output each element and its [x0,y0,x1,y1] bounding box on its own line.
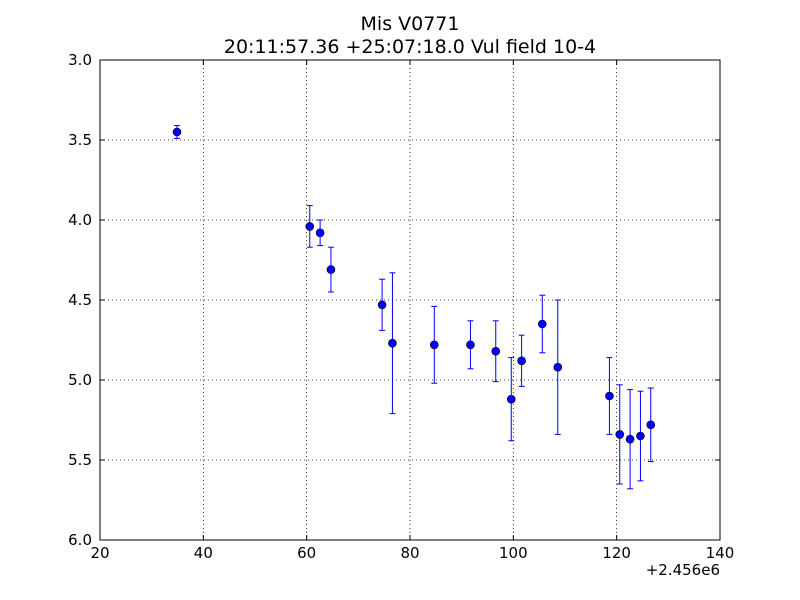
data-point [305,222,315,231]
x-tick-label: 140 [706,544,735,562]
y-tick-label: 3.0 [68,51,92,69]
data-point [377,300,387,310]
data-point [491,346,501,356]
data-point [605,391,614,401]
y-tick-label: 4.0 [68,211,92,229]
data-point [172,127,182,137]
data-point [429,340,439,350]
data-point [506,394,516,404]
x-tick-label: 100 [499,544,528,562]
x-offset-label: +2.456e6 [646,561,720,579]
y-tick-label: 4.5 [68,291,92,309]
data-point [636,431,645,441]
x-tick-label: 80 [400,544,419,562]
data-point [315,228,325,238]
x-tick-label: 40 [194,544,213,562]
y-tick-label: 3.5 [68,131,92,149]
data-point [466,340,475,350]
data-point [326,265,336,274]
y-tick-label: 5.5 [68,451,92,469]
x-tick-label: 120 [602,544,631,562]
data-point [388,338,397,348]
data-point [625,434,635,444]
x-tick-label: 60 [297,544,316,562]
chart-title: Mis V0771 [361,13,460,35]
chart-subtitle: 20:11:57.36 +25:07:18.0 Vul field 10-4 [224,36,596,58]
data-point [615,430,625,439]
y-tick-label: 5.0 [68,371,92,389]
data-series [172,125,656,490]
axis-ticks: 20 40 60 80 100 120 140 3.0 3.5 4.0 4.5 5.0 5.5 6.0 [68,51,734,562]
x-tick-label: 20 [90,544,109,562]
y-tick-label: 6.0 [68,531,92,549]
data-point [537,319,547,329]
data-point [646,420,656,430]
data-point [553,362,563,372]
grid [100,60,720,540]
data-point [517,356,526,366]
